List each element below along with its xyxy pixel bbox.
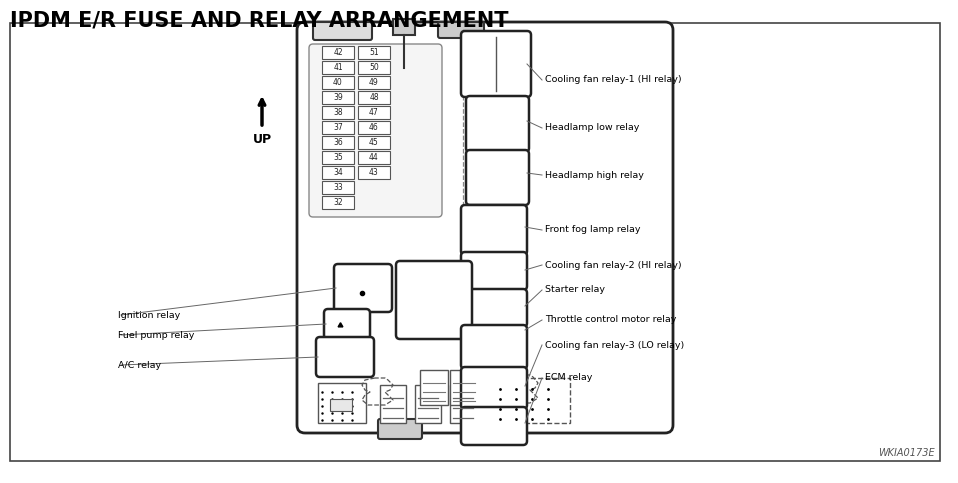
Text: 51: 51 (369, 48, 378, 57)
Bar (358, 151, 390, 164)
Text: 35: 35 (333, 153, 343, 162)
Text: 41: 41 (333, 63, 343, 72)
FancyBboxPatch shape (466, 96, 529, 152)
Text: 36: 36 (333, 138, 343, 147)
Bar (358, 46, 390, 59)
FancyBboxPatch shape (461, 205, 527, 255)
Bar (420, 370, 448, 405)
Text: Cooling fan relay-3 (LO relay): Cooling fan relay-3 (LO relay) (545, 341, 684, 350)
Text: 48: 48 (369, 93, 378, 102)
Text: IPDM E/R FUSE AND RELAY ARRANGEMENT: IPDM E/R FUSE AND RELAY ARRANGEMENT (10, 11, 509, 31)
FancyBboxPatch shape (378, 419, 422, 439)
Text: 49: 49 (369, 78, 378, 87)
Bar (415, 385, 441, 423)
FancyBboxPatch shape (461, 367, 527, 409)
FancyBboxPatch shape (466, 150, 529, 205)
Text: 40: 40 (333, 78, 343, 87)
Bar (393, 19, 415, 35)
Text: 47: 47 (369, 108, 378, 117)
FancyBboxPatch shape (461, 407, 527, 445)
Text: 43: 43 (369, 168, 378, 177)
Text: 46: 46 (369, 123, 378, 132)
Text: UP: UP (253, 133, 271, 146)
FancyBboxPatch shape (461, 252, 527, 290)
FancyBboxPatch shape (313, 22, 372, 40)
Bar (322, 121, 354, 134)
FancyBboxPatch shape (461, 325, 527, 369)
Text: ECM relay: ECM relay (545, 373, 592, 383)
FancyBboxPatch shape (461, 289, 527, 327)
Bar (450, 385, 476, 423)
Bar (358, 121, 390, 134)
Text: Fuel pump relay: Fuel pump relay (118, 330, 194, 340)
Text: 44: 44 (369, 153, 378, 162)
Bar (322, 76, 354, 89)
Bar (380, 385, 406, 423)
Text: A/C relay: A/C relay (118, 360, 161, 369)
FancyBboxPatch shape (316, 337, 374, 377)
Bar (322, 196, 354, 209)
Text: WKIA0173E: WKIA0173E (878, 448, 935, 458)
FancyBboxPatch shape (309, 44, 442, 217)
Text: Starter relay: Starter relay (545, 285, 605, 295)
Bar (322, 46, 354, 59)
Text: 37: 37 (333, 123, 343, 132)
FancyBboxPatch shape (396, 261, 472, 339)
Text: 38: 38 (333, 108, 343, 117)
Bar (358, 136, 390, 149)
Text: 42: 42 (333, 48, 343, 57)
Text: Ignition relay: Ignition relay (118, 311, 180, 319)
Bar (322, 151, 354, 164)
FancyBboxPatch shape (297, 22, 673, 433)
Text: 33: 33 (333, 183, 343, 192)
Text: 34: 34 (333, 168, 343, 177)
FancyBboxPatch shape (461, 31, 531, 97)
Bar (358, 91, 390, 104)
FancyBboxPatch shape (334, 264, 392, 312)
Bar (322, 91, 354, 104)
Bar (358, 106, 390, 119)
Bar (322, 106, 354, 119)
Bar (322, 166, 354, 179)
Text: Cooling fan relay-1 (HI relay): Cooling fan relay-1 (HI relay) (545, 75, 682, 85)
Text: Cooling fan relay-2 (HI relay): Cooling fan relay-2 (HI relay) (545, 260, 682, 270)
Text: Front fog lamp relay: Front fog lamp relay (545, 226, 641, 235)
Bar (322, 61, 354, 74)
Text: 32: 32 (333, 198, 343, 207)
Text: 39: 39 (333, 93, 343, 102)
Bar (358, 61, 390, 74)
Bar (450, 370, 478, 405)
Text: Headlamp high relay: Headlamp high relay (545, 170, 644, 180)
Bar (322, 181, 354, 194)
Bar (322, 136, 354, 149)
Bar (318, 383, 366, 423)
Text: 45: 45 (369, 138, 378, 147)
Text: Headlamp low relay: Headlamp low relay (545, 124, 639, 132)
Text: 50: 50 (369, 63, 378, 72)
Bar (358, 166, 390, 179)
FancyBboxPatch shape (438, 22, 484, 38)
Bar (495, 378, 570, 423)
FancyBboxPatch shape (324, 309, 370, 339)
Text: Throttle control motor relay: Throttle control motor relay (545, 315, 676, 325)
Bar (358, 76, 390, 89)
Bar (330, 399, 352, 411)
